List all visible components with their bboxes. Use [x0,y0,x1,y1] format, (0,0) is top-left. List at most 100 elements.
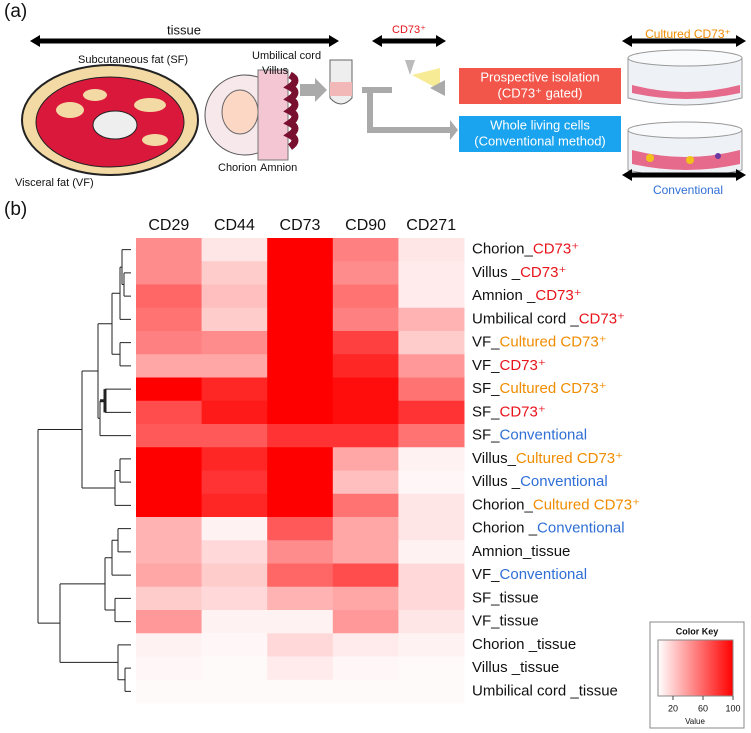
heat-cell [136,633,203,657]
row-name: VF_ [472,357,500,374]
row-name: VF_ [472,334,500,351]
heat-cell [201,470,268,495]
cd73-label: CD73⁺ [392,24,426,36]
row-label: Villus _tissue [472,659,559,676]
heat-cell [136,261,203,285]
row-tag: Conventional [520,473,608,490]
heat-cell [267,540,334,564]
heat-cell [267,633,334,657]
row-label: SF_tissue [472,589,539,606]
heat-cell [136,424,203,448]
row-label: Villus _Conventional [472,473,608,490]
row-name: Chorion _ [472,520,538,537]
heat-cell [136,238,203,262]
dendro-branch [100,389,107,413]
heat-cell [267,400,334,425]
panel-label: (b) [4,199,27,220]
heat-cell [398,470,465,495]
heat-cell [201,656,268,681]
conventional-label: Conventional [653,183,723,197]
color-key-bar [657,639,734,697]
dendro-branch [105,598,116,622]
heat-cell [398,610,465,634]
heat-cell [136,331,203,355]
heat-cell [398,377,465,402]
row-label: Chorion _tissue [472,636,576,653]
row-label: SF_Conventional [472,427,587,444]
heat-cell [398,354,465,378]
row-label: Amnion_tissue [472,543,570,560]
dendro-branch [115,458,121,483]
row-name: Umbilical cord _ [472,310,579,327]
vf-label: Visceral fat (VF) [15,177,94,189]
heat-cell [398,586,465,611]
dendro-branch [82,323,99,419]
heat-cell [332,447,399,471]
heat-cell [398,633,465,657]
row-name: Villus _ [472,264,521,281]
heat-cell [201,540,268,564]
dendro-branch [118,668,126,692]
row-name: Villus _tissue [472,659,559,676]
heat-cell [332,331,399,355]
row-label: Umbilical cord _tissue [472,682,618,699]
heat-cell [332,633,399,657]
heat-cell [136,447,203,471]
amnion-label: Amnion [260,162,297,174]
heat-cell [332,540,399,564]
row-name: VF_ [472,566,500,583]
row-tag: CD73⁺ [579,310,625,327]
row-label: VF_tissue [472,613,539,630]
row-tag: Cultured CD73⁺ [533,496,640,513]
cultured-label: Cultured CD73⁺ [645,27,731,41]
row-tag: Conventional [500,566,588,583]
heat-cell [332,400,399,425]
heat-cell [201,679,268,704]
sf-label: Subcutaneous fat (SF) [78,54,188,66]
heat-cell [398,400,465,425]
heat-cell [201,331,268,355]
row-tag: CD73⁺ [500,403,546,420]
heat-cell [398,679,465,704]
heat-cell [201,284,268,309]
heat-cell [201,400,268,425]
heat-cell [332,679,399,704]
row-tag: CD73⁺ [535,287,581,304]
color-key-tick-label: 60 [698,703,708,713]
heat-cell [201,610,268,634]
heat-cell [136,679,203,704]
dendro-branch [98,293,113,355]
row-tag: CD73⁺ [500,357,546,374]
heat-cell [332,284,399,309]
heat-cell [201,493,268,518]
heat-cell [398,656,465,681]
row-label: Amnion _CD73⁺ [472,287,582,304]
heat-cell [267,331,334,355]
heat-cell [332,493,399,518]
row-label: Chorion_Cultured CD73⁺ [472,496,640,513]
dendro-branch [105,540,113,576]
heat-cell [136,656,203,681]
heat-cell [332,586,399,611]
heat-cell [136,563,203,588]
umbilical-label: Umbilical cord [252,50,321,62]
row-tag: Cultured CD73⁺ [516,450,623,467]
dendro-branch [60,644,119,680]
heat-cell [332,563,399,588]
row-name: Villus_ [472,450,517,467]
heat-cell [267,517,334,541]
row-label: Chorion _Conventional [472,520,625,537]
heat-cell [201,307,268,332]
dendro-branch [112,528,119,552]
heat-cell [398,563,465,588]
heat-cell [332,261,399,285]
row-label: VF_Cultured CD73⁺ [472,334,607,351]
row-label: Umbilical cord _CD73⁺ [472,310,625,327]
heat-cell [136,610,203,634]
whole-line: Whole living cells [490,117,590,132]
villus-label: Villus [262,65,289,77]
row-name: Villus _ [472,473,521,490]
heat-cell [398,261,465,285]
heat-cell [201,586,268,611]
